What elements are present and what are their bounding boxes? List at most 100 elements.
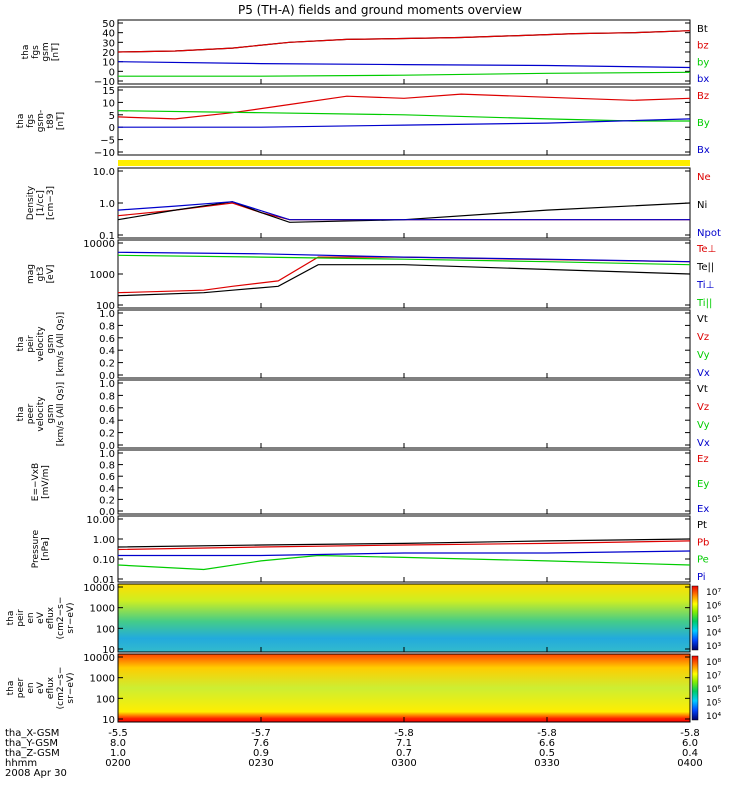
y-tick-label: 0.0 <box>99 507 115 518</box>
y-tick-label: 5 <box>109 111 115 122</box>
x-axis-value: 0.7 <box>396 748 412 759</box>
colorbar-tick-label: 10³ <box>706 642 721 652</box>
legend-Bx: Bx <box>697 145 710 156</box>
x-axis-value: 0230 <box>248 758 273 769</box>
y-tick-label: 40 <box>102 29 115 40</box>
legend-Te||: Te|| <box>696 262 714 273</box>
series-line-Te|| <box>117 264 691 297</box>
y-tick-label: 1.0 <box>99 199 115 210</box>
colorbar-tick-label: 10⁶ <box>706 602 721 612</box>
series-line-Ti|| <box>117 254 691 266</box>
x-axis-row-label: tha_Y-GSM <box>5 738 58 749</box>
x-axis-value: 0300 <box>391 758 416 769</box>
panel-frame <box>117 19 691 85</box>
y-tick-label: 30 <box>102 38 115 49</box>
y-axis-label-line: gsm <box>46 334 56 353</box>
panel-frame <box>117 239 691 309</box>
y-axis-label: tha fgs gsm-t89 [nT] <box>16 110 66 132</box>
colorbar-tick-label: 10⁶ <box>706 685 721 695</box>
y-axis-label: E=−VxB [mV/m] <box>31 463 51 501</box>
panel-frame <box>117 449 691 515</box>
legend-Ex: Ex <box>697 504 709 515</box>
x-axis-value: -5.8 <box>537 728 557 739</box>
series-line-bx <box>117 61 691 69</box>
y-axis-label-line: [cm−3] <box>46 186 56 220</box>
y-tick-label: 100 <box>96 624 115 635</box>
y-tick-label: 0.2 <box>99 495 115 506</box>
panel-frame <box>117 167 691 239</box>
x-axis-value: -5.8 <box>680 728 700 739</box>
x-axis-row-label: hhmm <box>5 758 37 769</box>
status-bar <box>118 160 690 166</box>
y-tick-label: 10000 <box>83 239 115 250</box>
legend-by: by <box>697 57 709 68</box>
panel-frame <box>117 309 691 379</box>
y-tick-label: 0 <box>109 67 115 78</box>
y-tick-label: 100 <box>96 694 115 705</box>
x-axis-value: 1.0 <box>110 748 126 759</box>
legend-Te⊥: Te⊥ <box>696 244 716 255</box>
panel-9: 10⁷ 10⁶ 10⁵ 10⁴ 10³ 10000 1000 100 10 tha peir en eV… <box>6 583 721 656</box>
y-tick-label: 0.8 <box>99 391 115 402</box>
y-axis-label-line: peer <box>16 677 26 698</box>
y-axis-label-line: [1/cc] <box>36 190 46 216</box>
x-axis-value: -5.8 <box>394 728 414 739</box>
y-tick-label: 0.6 <box>99 404 115 415</box>
series-line-Npot <box>117 201 690 221</box>
colorbar-tick-label: 10⁷ <box>706 588 721 598</box>
y-tick-label: 1.0 <box>99 379 115 390</box>
y-axis-label: tha fgs gsm [nT] <box>21 42 61 61</box>
legend-Pi: Pi <box>697 572 706 583</box>
y-tick-label: 10 <box>102 98 115 109</box>
y-tick-label: −10 <box>94 77 115 88</box>
legend-Vz: Vz <box>697 402 709 413</box>
y-axis-label-line: t89 <box>46 113 56 128</box>
legend-Vt: Vt <box>697 384 708 395</box>
x-axis-value: 0.4 <box>682 748 698 759</box>
y-axis-label-line: [km/s (All Qs)] <box>56 312 66 376</box>
y-axis-label-line: velocity <box>36 326 46 362</box>
series-line-Ni <box>117 201 691 223</box>
y-tick-label: 15 <box>102 86 115 97</box>
x-axis-value: -5.5 <box>108 728 128 739</box>
colorbar-tick-label: 10⁵ <box>706 699 721 709</box>
legend-Pb: Pb <box>697 537 709 548</box>
y-tick-label: 1000 <box>90 270 115 281</box>
y-tick-label: 0.2 <box>99 429 115 440</box>
y-axis-label-line: [km/s (All Qs)] <box>56 382 66 446</box>
y-axis-label-line: peer <box>26 403 36 424</box>
y-tick-label: 0.01 <box>93 575 115 586</box>
y-axis-label-line: tha <box>16 407 26 422</box>
colorbar <box>691 655 699 721</box>
y-axis-label: tha peir en eV eflux (cm2−s− sr−eV) <box>6 597 76 640</box>
y-axis-label-line: eV <box>36 611 46 624</box>
y-axis-label-line: sr−eV) <box>66 672 76 703</box>
legend-Npot: Npot <box>697 228 721 239</box>
y-tick-label: 10 <box>102 58 115 69</box>
y-axis-label-line: peir <box>16 609 26 627</box>
legend-Pe: Pe <box>697 555 709 566</box>
panel-3: 10.0 1.0 0.1 Density [1/cc] [cm−3] Ne Ni Npot <box>26 167 721 242</box>
series-line-Ti⊥ <box>117 251 691 263</box>
y-axis-label-line: tha <box>6 611 16 626</box>
y-tick-label: 20 <box>102 48 115 59</box>
legend-Ne: Ne <box>697 172 711 183</box>
panel-4: 10000 1000 100 mag gt3 [eV] Te⊥ Te|| Ti⊥ Ti|| <box>26 239 716 312</box>
y-tick-label: 10000 <box>83 653 115 664</box>
y-tick-label: 0.1 <box>99 231 115 242</box>
legend-Bz: Bz <box>697 91 709 102</box>
y-axis-label-line: eflux <box>46 676 56 699</box>
y-axis-label-line: eV <box>36 681 46 694</box>
y-tick-label: 0.8 <box>99 321 115 332</box>
y-axis-label-line: gt3 <box>36 267 46 282</box>
y-tick-label: 1.0 <box>99 449 115 460</box>
legend-Vz: Vz <box>697 332 709 343</box>
series-line-by <box>118 71 691 77</box>
legend-Ti||: Ti|| <box>696 298 712 309</box>
spectrogram-fill <box>118 584 690 652</box>
x-axis-value: 8.0 <box>110 738 126 749</box>
legend-Ez: Ez <box>697 454 709 465</box>
y-tick-label: 10 <box>102 645 115 656</box>
